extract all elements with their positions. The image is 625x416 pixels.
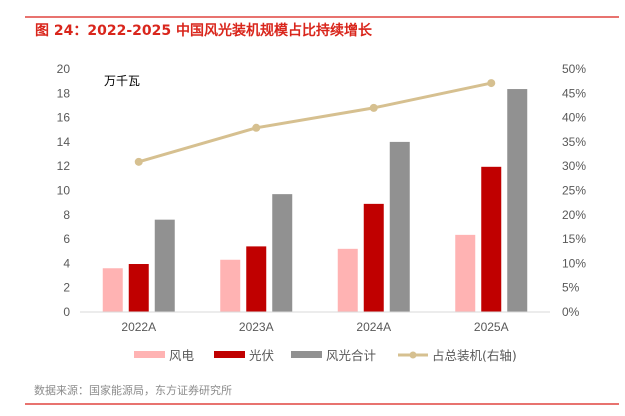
bar-wind: [337, 248, 358, 312]
figure-title: 图 24：2022-2025 中国风光装机规模占比持续增长: [35, 23, 372, 39]
legend-swatch: [214, 351, 245, 358]
bar-solar: [128, 264, 149, 312]
share-line: [138, 81, 492, 164]
left-tick-label: 10: [57, 184, 71, 198]
legend-label: 光伏: [249, 348, 275, 363]
right-tick-label: 35%: [562, 135, 586, 149]
bar-wind-solar-total: [389, 141, 410, 312]
legend-label: 风电: [169, 348, 195, 363]
share-point: [369, 103, 378, 112]
legend-swatch: [134, 351, 165, 358]
left-tick-label: 2: [63, 281, 70, 295]
top-rule: [25, 16, 619, 18]
line-series: [134, 79, 496, 166]
unit-label: 万千瓦: [104, 74, 140, 88]
left-axis: 0 2 4 6 8 10 12 14 16 18 20: [57, 62, 71, 319]
bar-wind: [220, 259, 241, 312]
left-tick-label: 4: [63, 256, 70, 270]
left-tick-label: 14: [57, 135, 71, 149]
x-axis: 2022A 2023A 2024A 2025A: [121, 320, 508, 334]
right-tick-label: 40%: [562, 111, 586, 125]
legend-swatch: [291, 351, 322, 358]
legend-label: 风光合计: [326, 348, 376, 363]
right-tick-label: 25%: [562, 184, 586, 198]
left-tick-label: 16: [57, 111, 71, 125]
right-axis: 0% 5% 10% 15% 20% 25% 30% 35% 40% 45% 50%: [562, 62, 586, 319]
right-tick-label: 15%: [562, 232, 586, 246]
right-tick-label: 10%: [562, 256, 586, 270]
bar-wind: [102, 268, 123, 312]
bar-wind-solar-total: [507, 89, 528, 312]
share-point: [134, 157, 143, 166]
legend: 风电 光伏 风光合计 占总装机(右轴): [134, 348, 517, 363]
x-tick-label: 2025A: [474, 320, 509, 334]
left-tick-label: 6: [63, 232, 70, 246]
bars: [102, 89, 528, 312]
legend-label: 占总装机(右轴): [432, 348, 517, 363]
x-tick-label: 2024A: [356, 320, 391, 334]
source-note: 数据来源：国家能源局，东方证券研究所: [34, 384, 232, 397]
bar-solar: [363, 203, 384, 312]
left-tick-label: 8: [63, 208, 70, 222]
right-tick-label: 30%: [562, 159, 586, 173]
left-tick-label: 12: [57, 159, 71, 173]
legend-marker: [409, 351, 417, 359]
share-point: [252, 123, 261, 132]
right-tick-label: 20%: [562, 208, 586, 222]
bar-wind-solar-total: [154, 219, 175, 312]
bar-solar: [481, 166, 502, 312]
bar-wind: [455, 234, 476, 312]
left-tick-label: 18: [57, 86, 71, 100]
right-tick-label: 50%: [562, 62, 586, 76]
x-tick-label: 2023A: [239, 320, 274, 334]
left-tick-label: 20: [57, 62, 71, 76]
bottom-rule: [25, 403, 619, 405]
share-point: [487, 79, 496, 88]
right-tick-label: 5%: [562, 281, 580, 295]
bar-wind-solar-total: [272, 194, 293, 312]
bar-solar: [246, 246, 267, 312]
left-tick-label: 0: [63, 305, 70, 319]
x-tick-label: 2022A: [121, 320, 156, 334]
right-tick-label: 0%: [562, 305, 580, 319]
right-tick-label: 45%: [562, 86, 586, 100]
